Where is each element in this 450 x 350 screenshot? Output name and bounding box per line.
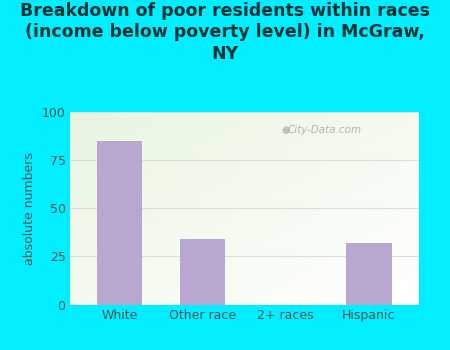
Text: City-Data.com: City-Data.com [287,125,361,135]
Bar [97,141,142,304]
Text: Breakdown of poor residents within races
(income below poverty level) in McGraw,: Breakdown of poor residents within races… [20,2,430,63]
Bar [346,243,392,304]
Text: ●: ● [282,125,290,135]
Bar [180,239,225,304]
Y-axis label: absolute numbers: absolute numbers [23,152,36,265]
